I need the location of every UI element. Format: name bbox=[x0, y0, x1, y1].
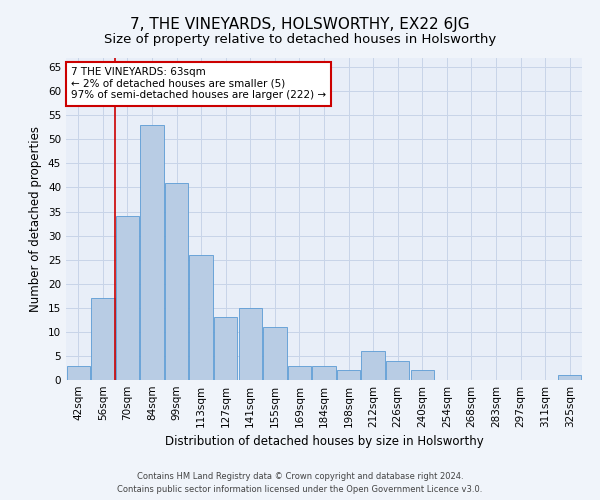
Bar bbox=[91, 298, 115, 380]
Text: 7 THE VINEYARDS: 63sqm
← 2% of detached houses are smaller (5)
97% of semi-detac: 7 THE VINEYARDS: 63sqm ← 2% of detached … bbox=[71, 67, 326, 100]
Bar bbox=[337, 370, 360, 380]
Bar bbox=[239, 308, 262, 380]
Bar bbox=[313, 366, 335, 380]
Text: 7, THE VINEYARDS, HOLSWORTHY, EX22 6JG: 7, THE VINEYARDS, HOLSWORTHY, EX22 6JG bbox=[130, 18, 470, 32]
X-axis label: Distribution of detached houses by size in Holsworthy: Distribution of detached houses by size … bbox=[164, 436, 484, 448]
Text: Size of property relative to detached houses in Holsworthy: Size of property relative to detached ho… bbox=[104, 32, 496, 46]
Bar bbox=[116, 216, 139, 380]
Bar bbox=[190, 255, 213, 380]
Bar bbox=[361, 351, 385, 380]
Bar bbox=[165, 182, 188, 380]
Bar bbox=[140, 125, 164, 380]
Bar bbox=[214, 318, 238, 380]
Bar bbox=[263, 327, 287, 380]
Bar bbox=[288, 366, 311, 380]
Bar bbox=[67, 366, 90, 380]
Bar bbox=[386, 360, 409, 380]
Text: Contains HM Land Registry data © Crown copyright and database right 2024.
Contai: Contains HM Land Registry data © Crown c… bbox=[118, 472, 482, 494]
Bar bbox=[558, 375, 581, 380]
Y-axis label: Number of detached properties: Number of detached properties bbox=[29, 126, 43, 312]
Bar bbox=[410, 370, 434, 380]
